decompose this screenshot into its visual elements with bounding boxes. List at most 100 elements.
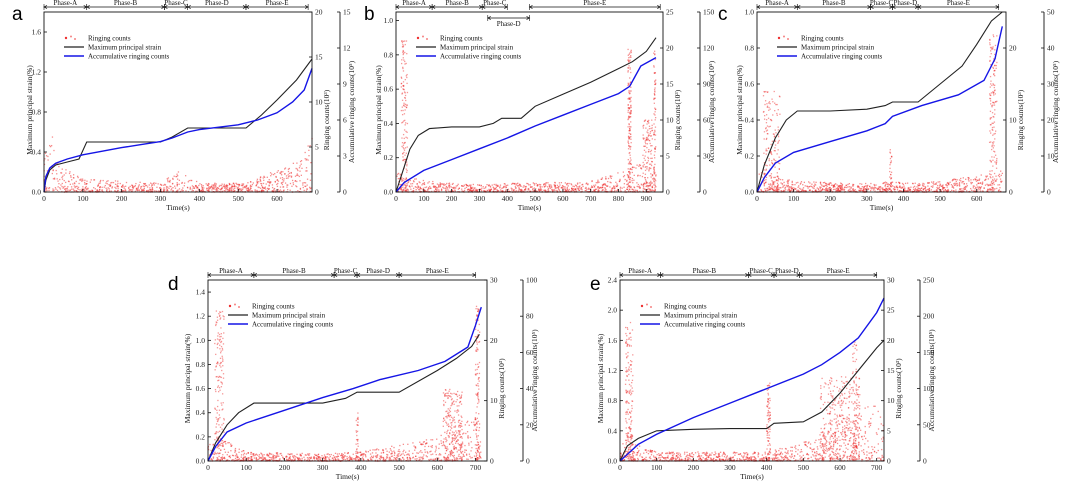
ringing-point (644, 169, 647, 172)
ringing-point (408, 450, 410, 452)
ringing-point (99, 182, 101, 184)
ringing-point (955, 180, 957, 183)
ringing-point (205, 183, 207, 185)
ringing-point (765, 176, 768, 179)
ringing-point (946, 190, 948, 192)
ringing-point (587, 183, 589, 186)
ringing-point (864, 185, 866, 188)
ringing-point (953, 183, 955, 185)
ringing-point (497, 184, 499, 186)
ringing-point (223, 448, 226, 451)
ringing-point (590, 186, 593, 189)
ringing-point (280, 452, 282, 455)
ringing-point (765, 168, 767, 170)
left-tick-label: 1.2 (32, 68, 42, 77)
ringing-point (386, 450, 388, 452)
accumulative-line (756, 26, 1003, 193)
ringing-point (908, 189, 911, 192)
ringing-point (992, 178, 994, 181)
ringing-point (297, 190, 299, 192)
ringing-point (425, 442, 428, 444)
ringing-point (538, 183, 541, 186)
ringing-point (136, 189, 139, 192)
ringing-point (229, 183, 231, 186)
ringing-point (958, 185, 961, 187)
ringing-point (993, 69, 996, 72)
ringing-point (371, 456, 373, 459)
ringing-point (807, 187, 809, 189)
ringing-point (268, 459, 270, 462)
ringing-point (800, 188, 802, 190)
ringing-point (404, 451, 407, 453)
ringing-point (628, 188, 630, 190)
ringing-point (521, 189, 523, 191)
ringing-point (169, 179, 171, 182)
ringing-point (789, 190, 792, 192)
ringing-point (628, 130, 630, 132)
ringing-point (218, 333, 221, 336)
ringing-point (994, 132, 996, 135)
ringing-point (313, 457, 316, 459)
ringing-point (861, 186, 863, 188)
ringing-point (496, 188, 498, 191)
ringing-point (81, 180, 83, 182)
ringing-point (172, 178, 174, 180)
ringing-point (298, 175, 300, 178)
ringing-point (192, 187, 194, 189)
ringing-point (990, 182, 993, 184)
ringing-point (654, 83, 656, 86)
ringing-point (560, 181, 563, 184)
ringing-point (456, 432, 458, 434)
ringing-point (775, 160, 777, 162)
ringing-point (346, 456, 348, 458)
ringing-point (627, 182, 629, 184)
ring-tick-label: 10 (1009, 116, 1017, 125)
ringing-point (176, 175, 179, 177)
ringing-point (215, 189, 217, 191)
ringing-point (904, 182, 907, 185)
ringing-point (773, 158, 775, 160)
ringing-point (74, 186, 76, 189)
ringing-point (401, 106, 403, 108)
ringing-point (365, 451, 367, 453)
ringing-point (591, 186, 594, 188)
ringing-point (571, 189, 574, 191)
ringing-point (921, 184, 924, 186)
ringing-point (406, 146, 408, 148)
ringing-point (430, 439, 432, 441)
ringing-point (772, 181, 774, 183)
ringing-point (884, 185, 886, 187)
ringing-point (325, 459, 328, 462)
ringing-point (265, 183, 267, 185)
ringing-point (952, 187, 955, 189)
accum-tick-label: 15 (343, 8, 351, 17)
ringing-point (404, 109, 406, 111)
ringing-point (391, 445, 393, 447)
ringing-point (630, 55, 632, 57)
ringing-point (73, 190, 76, 192)
ringing-point (763, 152, 765, 154)
ringing-point (395, 458, 397, 460)
left-tick-label: 0.2 (745, 152, 755, 161)
ringing-point (435, 458, 437, 460)
ringing-point (630, 104, 632, 107)
ringing-point (283, 180, 285, 182)
ringing-point (902, 187, 904, 189)
ringing-point (217, 385, 220, 387)
ringing-point (993, 35, 995, 38)
ringing-point (653, 113, 655, 115)
ringing-point (258, 186, 260, 189)
ringing-point (172, 177, 174, 180)
ringing-point (390, 453, 392, 455)
ringing-point (575, 190, 577, 192)
ringing-point (946, 182, 948, 184)
ringing-point (834, 188, 836, 191)
ringing-point (479, 441, 482, 443)
ringing-point (401, 190, 404, 192)
ringing-point (291, 459, 293, 461)
ringing-point (944, 189, 947, 191)
ringing-point (545, 190, 547, 192)
ringing-point (407, 453, 409, 455)
ringing-point (278, 190, 281, 192)
ringing-point (627, 48, 629, 51)
